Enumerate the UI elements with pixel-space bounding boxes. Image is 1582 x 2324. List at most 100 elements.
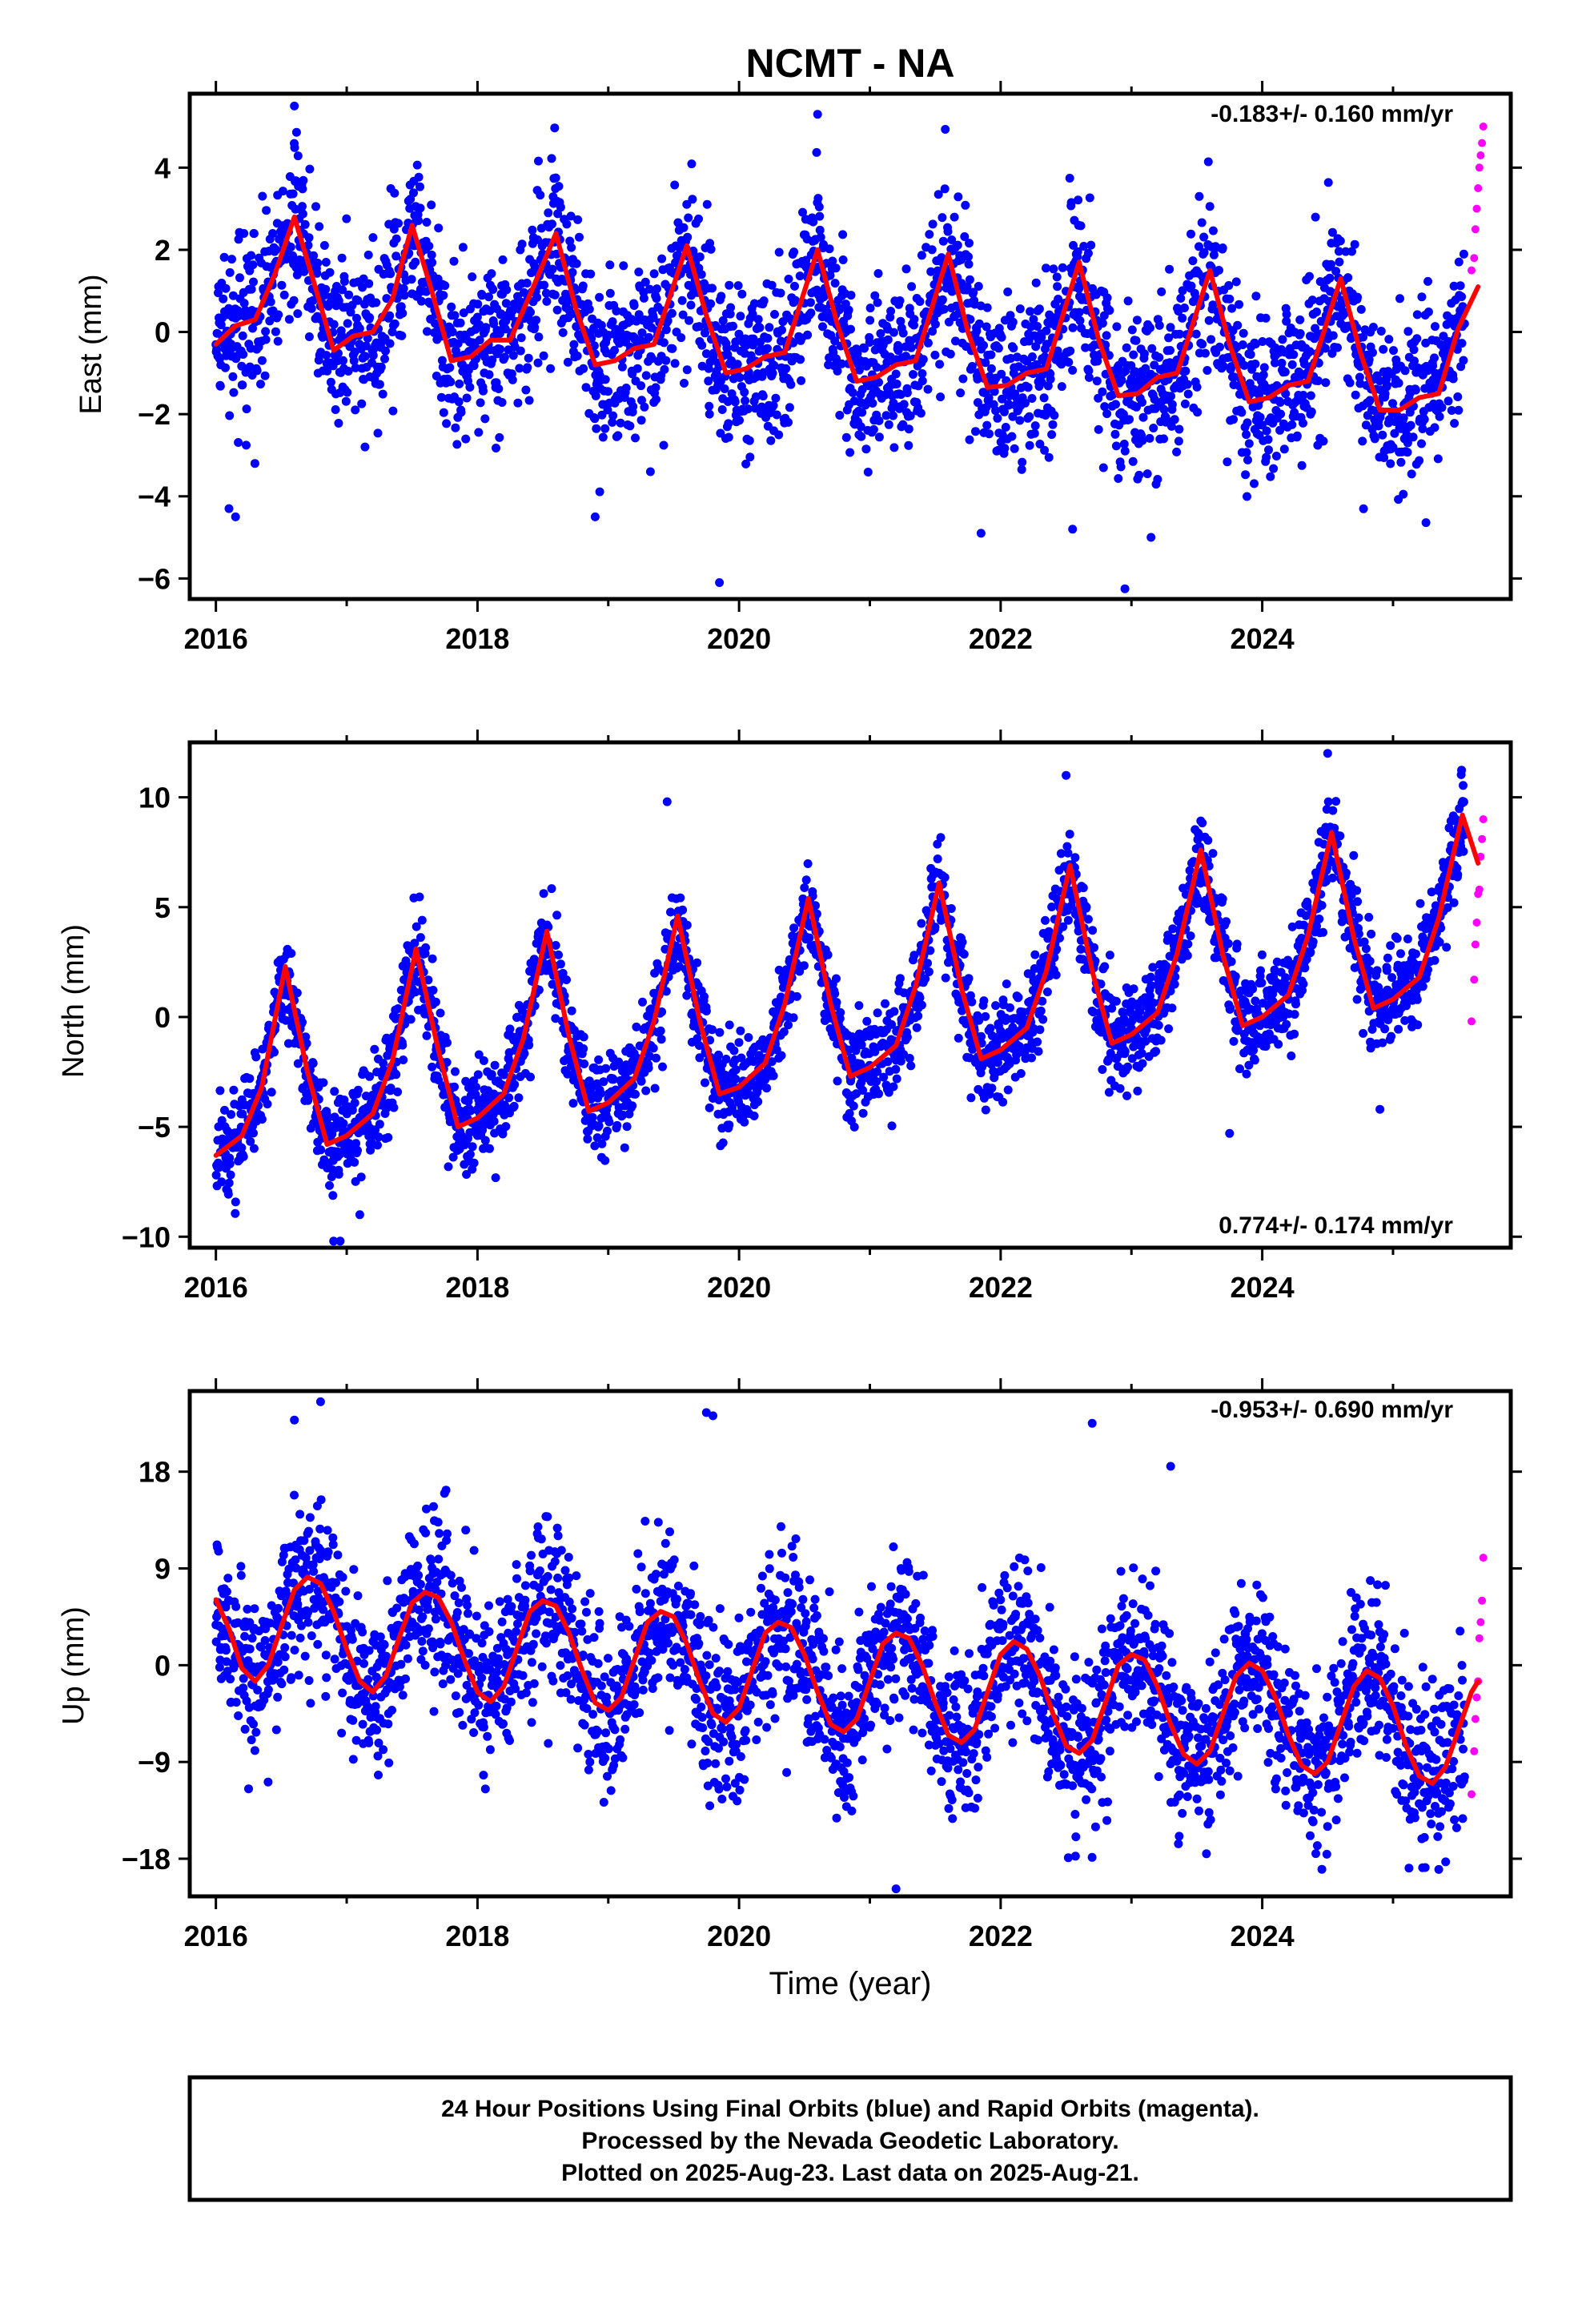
east-final-point <box>901 352 910 361</box>
east-final-point <box>1065 174 1074 183</box>
north-final-point <box>225 1159 235 1168</box>
east-final-point <box>1081 343 1090 352</box>
east-final-point <box>734 329 744 339</box>
east-final-point <box>524 353 533 363</box>
east-final-point <box>1412 310 1422 320</box>
north-final-point <box>926 946 935 955</box>
east-final-point <box>1306 391 1315 400</box>
east-final-point <box>1166 421 1176 431</box>
east-final-point <box>1180 304 1189 312</box>
north-final-point <box>644 1063 653 1073</box>
north-final-point <box>526 1072 535 1082</box>
east-final-point <box>1098 319 1107 328</box>
north-final-point <box>849 1122 859 1132</box>
east-final-point <box>889 328 898 337</box>
east-final-point <box>941 125 950 134</box>
east-final-point <box>796 355 805 364</box>
east-final-point <box>1263 435 1273 444</box>
east-final-point <box>648 313 658 323</box>
east-final-point <box>500 352 509 362</box>
east-final-point <box>293 309 303 319</box>
east-final-point <box>1183 389 1193 399</box>
north-final-point <box>858 1086 868 1095</box>
east-final-point <box>242 404 251 414</box>
east-final-point <box>898 420 908 429</box>
east-final-point <box>1374 421 1383 431</box>
east-final-point <box>578 281 588 291</box>
north-final-point <box>657 1007 667 1016</box>
north-final-point <box>227 1110 236 1120</box>
east-final-point <box>1249 384 1259 394</box>
north-final-point <box>889 1082 898 1092</box>
east-final-point <box>982 403 991 412</box>
east-final-point <box>1053 282 1062 292</box>
east-final-point <box>982 303 992 312</box>
east-final-point <box>368 233 378 243</box>
east-final-point <box>682 199 692 209</box>
north-final-point <box>479 1120 488 1130</box>
east-final-point <box>1459 356 1468 365</box>
north-final-point <box>977 1031 986 1041</box>
east-final-point <box>572 259 581 268</box>
east-final-point <box>589 341 599 351</box>
east-final-point <box>363 250 373 259</box>
east-final-point <box>237 361 247 371</box>
east-final-point <box>1120 584 1130 593</box>
north-final-point <box>603 1126 612 1136</box>
north-final-point <box>563 1069 572 1079</box>
east-final-point <box>1117 376 1126 385</box>
east-final-point <box>1199 247 1209 257</box>
east-final-point <box>964 252 973 262</box>
east-final-point <box>682 365 692 375</box>
north-final-point <box>967 997 977 1007</box>
east-final-point <box>271 245 281 255</box>
east-final-point <box>1403 327 1413 336</box>
east-final-point <box>872 363 881 372</box>
east-final-point <box>936 392 946 402</box>
east-rapid-point <box>1475 163 1484 172</box>
east-y-tick-label: 4 <box>155 151 171 184</box>
east-final-point <box>533 235 542 244</box>
north-final-point <box>958 937 967 947</box>
east-final-point <box>1026 307 1035 316</box>
east-final-point <box>1388 443 1398 452</box>
east-final-point <box>891 369 901 379</box>
east-final-point <box>1008 317 1018 327</box>
east-final-point <box>997 332 1006 342</box>
east-final-point <box>677 333 686 343</box>
east-final-point <box>704 376 713 386</box>
north-final-point <box>740 1117 749 1127</box>
east-final-point <box>1251 360 1260 368</box>
east-final-point <box>548 219 556 229</box>
east-final-point <box>288 189 298 199</box>
east-final-point <box>1029 315 1038 324</box>
east-final-point <box>380 354 389 364</box>
east-final-point <box>1433 454 1443 464</box>
east-final-point <box>1021 398 1030 408</box>
north-final-point <box>356 1172 366 1182</box>
east-final-point <box>768 368 777 378</box>
north-final-point <box>480 1136 490 1145</box>
east-final-point <box>965 435 974 444</box>
east-final-point <box>617 362 627 372</box>
east-final-point <box>1456 281 1465 291</box>
east-final-point <box>860 344 869 353</box>
east-final-point <box>1255 412 1265 422</box>
east-final-point <box>1242 430 1251 440</box>
north-final-point <box>422 1031 432 1040</box>
east-final-point <box>937 253 946 263</box>
east-final-point <box>1279 444 1289 454</box>
north-final-point <box>237 1143 247 1152</box>
east-final-point <box>1457 292 1467 301</box>
east-final-point <box>540 280 549 290</box>
east-final-point <box>965 275 974 284</box>
north-final-point <box>594 1121 604 1131</box>
east-final-point <box>1141 364 1150 373</box>
east-x-tick-label: 2022 <box>969 622 1033 655</box>
north-final-point <box>936 833 946 842</box>
east-final-point <box>1339 309 1349 319</box>
east-final-point <box>1064 357 1074 367</box>
east-final-point <box>411 257 420 267</box>
east-final-point <box>1000 407 1009 416</box>
east-final-point <box>695 252 705 262</box>
